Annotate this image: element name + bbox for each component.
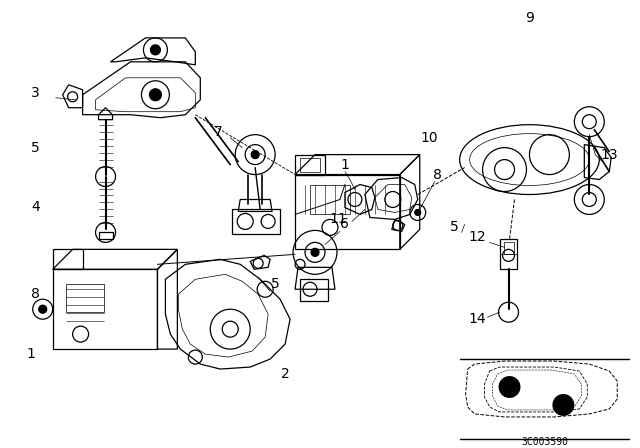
Text: 2: 2	[281, 367, 289, 381]
Circle shape	[415, 210, 420, 215]
Bar	[52, 269, 157, 349]
Bar	[52, 250, 83, 269]
Circle shape	[499, 376, 520, 398]
Circle shape	[552, 394, 574, 416]
Text: 13: 13	[600, 147, 618, 162]
Bar	[300, 158, 320, 172]
Text: 12: 12	[468, 230, 486, 245]
Text: 1: 1	[26, 347, 35, 361]
Text: 9: 9	[525, 11, 534, 25]
Circle shape	[251, 151, 259, 159]
Text: 10: 10	[421, 131, 438, 145]
Text: 8: 8	[31, 287, 40, 301]
Bar	[300, 279, 328, 301]
Text: 11: 11	[329, 212, 347, 226]
Bar	[504, 242, 513, 254]
Circle shape	[39, 305, 47, 313]
Bar	[295, 155, 325, 175]
Bar	[500, 239, 518, 269]
Circle shape	[150, 45, 161, 55]
Bar	[295, 175, 400, 250]
Circle shape	[311, 248, 319, 256]
Text: 5: 5	[31, 141, 40, 155]
Text: 1: 1	[340, 158, 349, 172]
Bar	[66, 284, 104, 312]
Text: 4: 4	[31, 200, 40, 215]
Text: 3C003590: 3C003590	[521, 437, 568, 447]
Text: 8: 8	[433, 168, 442, 181]
Bar	[310, 185, 350, 215]
Text: 5: 5	[451, 220, 459, 234]
Text: 3: 3	[31, 86, 40, 100]
Text: 6: 6	[340, 217, 349, 232]
Text: 7: 7	[214, 125, 223, 139]
Text: 14: 14	[468, 312, 486, 326]
Text: 5: 5	[271, 277, 280, 291]
Circle shape	[149, 89, 161, 101]
